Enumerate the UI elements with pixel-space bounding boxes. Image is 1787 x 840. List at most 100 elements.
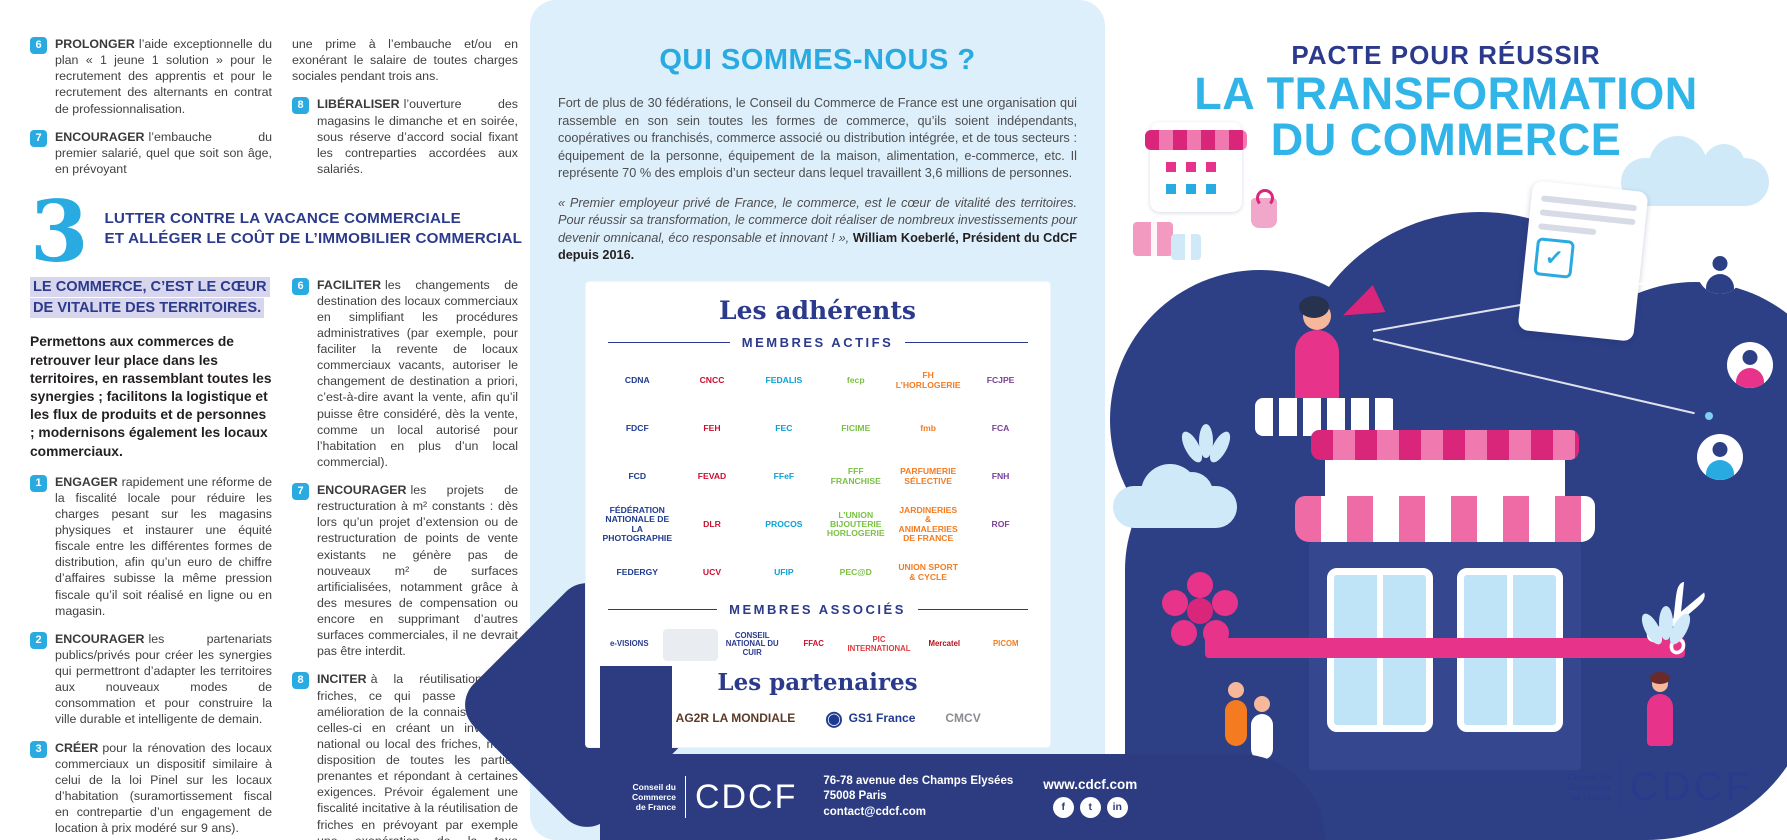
storefront: ✂ — [1187, 430, 1745, 770]
numbered-point: 7 ENCOURAGER les projets de restructurati… — [292, 482, 518, 659]
point-text: l’embauche du premier salarié, quel que … — [55, 129, 272, 176]
point-number-badge: 8 — [292, 672, 309, 690]
active-members-logo-grid: CDNA CNCC FEDALIS fecp FH L’HORLOGERIE F… — [602, 362, 1034, 592]
social-icon[interactable]: t — [1079, 796, 1101, 818]
numbered-point: 6 PROLONGER l’aide exceptionnelle du plan… — [30, 36, 272, 117]
associate-member-logo — [662, 628, 719, 661]
member-logo: CNCC — [699, 375, 725, 385]
member-logo: UCV — [702, 567, 722, 577]
member-logo: FCA — [991, 423, 1010, 433]
numbered-point: 1 ENGAGER rapidement une réforme de la fi… — [30, 474, 272, 619]
cdcf-logo: Conseil du Commerce de France CDCF — [632, 776, 797, 818]
cdcf-acronym: CDCF — [1629, 764, 1753, 809]
member-logo: FEDALIS — [765, 375, 803, 385]
section-title-line1: LUTTER CONTRE LA VACANCE COMMERCIALE — [104, 210, 461, 227]
mini-awning — [1145, 130, 1247, 150]
left-main-column-a: LE COMMERCE, C’EST LE CŒUR DE VITALITE D… — [30, 276, 272, 840]
storefront-wall — [1325, 460, 1565, 496]
member-logo: FH L’HORLOGERIE — [895, 370, 961, 390]
point-text: l’aide exceptionnelle du plan « 1 jeune … — [55, 37, 272, 116]
person-avatar — [1727, 342, 1773, 388]
cover-kicker: PACTE POUR RÉUSSIR — [1291, 40, 1601, 70]
document-text-line — [1541, 195, 1638, 212]
person-avatar — [1697, 434, 1743, 480]
point-text: pour la rénovation des locaux commerciau… — [55, 740, 272, 836]
member-logo: UFIP — [774, 567, 794, 577]
membres-associes-divider: MEMBRES ASSOCIÉS — [608, 602, 1028, 617]
cdcf-logo: Conseil du Commerce de France CDCF — [1567, 764, 1753, 810]
document-text-line — [1539, 209, 1636, 226]
social-icon[interactable]: in — [1106, 796, 1128, 818]
associate-member-logo: PIC INTERNATIONAL — [847, 635, 911, 653]
point-number-badge: 1 — [30, 474, 47, 492]
left-top-column-a: 6 PROLONGER l’aide exceptionnelle du plan… — [30, 36, 272, 189]
member-logo: FEH — [703, 423, 721, 433]
numbered-point: 8 LIBÉRALISER l’ouverture des magasins le… — [292, 96, 518, 177]
cdcf-logo-line: Conseil du — [1567, 771, 1611, 782]
document-card: ✓ — [1517, 180, 1649, 342]
point-verb: FACILITER — [317, 277, 382, 292]
right-panel: PACTE POUR RÉUSSIR LA TRANSFORMATION DU … — [1105, 0, 1787, 840]
partner-logo: CMCV — [945, 711, 981, 726]
left-panel: 6 PROLONGER l’aide exceptionnelle du plan… — [0, 0, 530, 840]
member-logo: JARDINERIES & ANIMALERIES DE FRANCE — [898, 505, 958, 543]
mini-shelf — [1166, 184, 1226, 194]
storefront-upper-awning — [1311, 430, 1579, 460]
point-text: les projets de restructuration à m² cons… — [317, 483, 518, 659]
person-avatar — [1697, 248, 1743, 294]
address-line[interactable]: contact@cdcf.com — [823, 805, 926, 818]
address-line[interactable]: 75008 Paris — [823, 790, 887, 803]
address-line[interactable]: 76-78 avenue des Champs Elysées — [823, 774, 1014, 787]
cdcf-logo-text: Conseil du Commerce de France — [1567, 772, 1611, 803]
website-url[interactable]: www.cdcf.com — [1043, 776, 1138, 792]
point-text: l’ouverture des magasins le dimanche et … — [317, 97, 518, 176]
cdcf-logo-line: Conseil du — [632, 781, 676, 792]
point-verb: ENCOURAGER — [317, 483, 407, 498]
cdcf-logo-line: Commerce — [1566, 781, 1611, 792]
point-number-badge: 6 — [292, 277, 309, 295]
logo-divider-bar — [1619, 764, 1621, 810]
point-verb: ENCOURAGER — [55, 631, 145, 646]
announcer-body — [1295, 330, 1339, 402]
social-icon[interactable]: f — [1052, 796, 1074, 818]
point-number-badge: 7 — [292, 483, 309, 501]
point-verb: ENGAGER — [55, 474, 118, 489]
social-icons: f t in — [1043, 796, 1137, 818]
cdcf-logo-line: de France — [1570, 792, 1611, 803]
point-verb: INCITER — [317, 672, 367, 687]
gift-box — [1171, 234, 1201, 260]
point-verb: CRÉER — [55, 740, 99, 755]
inauguration-ribbon — [1205, 638, 1685, 658]
ribbon-flower-bow — [1187, 598, 1213, 624]
gift-box — [1133, 222, 1173, 256]
mini-shelf — [1166, 162, 1226, 172]
cdcf-acronym: CDCF — [694, 777, 798, 816]
cdcf-logo-text: Conseil du Commerce de France — [632, 782, 676, 813]
member-logo: ROF — [991, 519, 1010, 529]
member-logo: FCJPE — [986, 375, 1015, 385]
member-logo: FEVAD — [697, 471, 727, 481]
member-logo: FFeF — [773, 471, 795, 481]
member-logo: PROCOS — [765, 519, 803, 529]
point-number-badge: 8 — [292, 97, 309, 115]
member-logo: PARFUMERIE SÉLECTIVE — [900, 466, 957, 486]
point-text: les changements de destination des locau… — [317, 277, 518, 469]
president-quote: « Premier employeur privé de France, le … — [558, 195, 1077, 265]
address-block: 76-78 avenue des Champs Elysées 75008 Par… — [823, 774, 1013, 821]
member-logo: fmb — [920, 423, 937, 433]
associate-member-logo: FFAC — [803, 639, 824, 649]
quote-text: « Premier employeur privé de France, le … — [558, 195, 1077, 245]
cdcf-logo-line: de France — [635, 802, 676, 813]
who-are-we-title: QUI SOMMES-NOUS ? — [659, 44, 976, 76]
partner-logo: AG2R LA MONDIALE — [654, 706, 796, 731]
document-text-line — [1538, 223, 1596, 236]
section-title-line2: ET ALLÉGER LE COÛT DE L’IMMOBILIER COMME… — [104, 230, 523, 248]
storefront-awning — [1295, 496, 1595, 542]
member-logo: FDCF — [625, 423, 649, 433]
point-verb: ENCOURAGER — [55, 129, 145, 144]
numbered-point: 7 ENCOURAGER l’embauche du premier salari… — [30, 129, 272, 177]
small-cloud — [1113, 464, 1237, 528]
partners-logo-row: AG2R LA MONDIALE GS1 France CMCV — [602, 706, 1034, 731]
section-intro: Permettons aux commerces de retrouver le… — [30, 334, 272, 459]
